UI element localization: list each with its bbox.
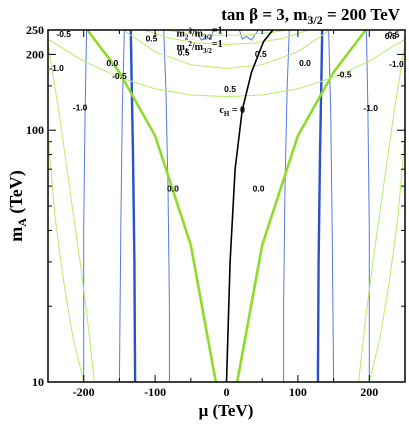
x-tick-label: 200 xyxy=(360,385,378,399)
contour-thick-green-10 xyxy=(86,30,218,382)
x-tick-label: 100 xyxy=(289,385,307,399)
contour-thin-blue-6 xyxy=(328,30,335,382)
contour-thin-green-12 xyxy=(48,43,95,382)
contour-value-label: -1.0 xyxy=(363,103,378,113)
contour-value-label: 0.0 xyxy=(253,184,265,194)
contour-value-label: 0.5 xyxy=(146,34,158,44)
contour-value-label: -0.5 xyxy=(112,71,127,81)
curve-label: m12/m3/2=1 xyxy=(177,39,223,55)
contour-thick-blue-0 xyxy=(129,30,137,382)
contour-value-label: -0.5 xyxy=(337,69,352,79)
contour-thin-green-14 xyxy=(48,135,85,382)
contour-thin-green-15 xyxy=(368,135,405,382)
tick-layer: -200 -100 0 100 200 10 100 200 250 xyxy=(26,23,406,399)
contour-value-label: -0.5 xyxy=(56,29,71,39)
y-tick-label: 10 xyxy=(32,375,44,389)
contour-value-label: -0.5 xyxy=(385,30,400,40)
contour-thin-blue-7 xyxy=(365,30,370,382)
plot-frame xyxy=(47,29,406,383)
x-tick-label: -200 xyxy=(73,385,95,399)
contour-value-label: -1.0 xyxy=(49,63,64,73)
x-tick-label: -100 xyxy=(144,385,166,399)
chart-title: tan β = 3, m3/2 = 200 TeV xyxy=(221,5,400,27)
contour-value-label: 0.0 xyxy=(167,184,179,194)
contour-thin-blue-4 xyxy=(163,30,170,382)
contour-value-label: -1.0 xyxy=(73,102,88,112)
contour-value-label: 0.0 xyxy=(106,58,118,68)
x-tick-label: 0 xyxy=(224,385,230,399)
contour-value-label: 0.5 xyxy=(178,48,190,58)
y-axis-label: mA (TeV) xyxy=(6,170,29,242)
contour-value-label: 0.5 xyxy=(385,31,397,41)
y-tick-label: 250 xyxy=(26,23,44,37)
curve-layer xyxy=(48,30,405,382)
contour-value-label: 0.5 xyxy=(255,49,267,59)
x-axis-label: μ (TeV) xyxy=(199,401,254,420)
contour-value-label: 0.5 xyxy=(224,84,236,94)
contour-thin-green-16 xyxy=(122,30,331,69)
curve-label: cH = 0 xyxy=(219,105,245,118)
contour-thin-green-13 xyxy=(358,43,405,382)
contour-thin-blue-3 xyxy=(118,30,125,382)
y-tick-label: 100 xyxy=(26,123,44,137)
contour-thin-blue-5 xyxy=(283,30,290,382)
contour-thin-green-17 xyxy=(144,30,309,45)
contour-thick-green-11 xyxy=(235,30,367,382)
y-tick-label: 200 xyxy=(26,47,44,61)
annotation-layer: -0.5 0.5 0.5-0.50.5 0.50.0 0.0-1.0 -1.0-0.5 -0… xyxy=(49,29,404,194)
contour-value-label: -1.0 xyxy=(389,59,404,69)
contour-thick-blue-1 xyxy=(316,30,324,382)
contour-thin-green-19 xyxy=(48,38,405,98)
contour-thin-blue-2 xyxy=(83,30,88,382)
contour-value-label: 0.0 xyxy=(299,58,311,68)
contour-black-20 xyxy=(225,30,274,382)
